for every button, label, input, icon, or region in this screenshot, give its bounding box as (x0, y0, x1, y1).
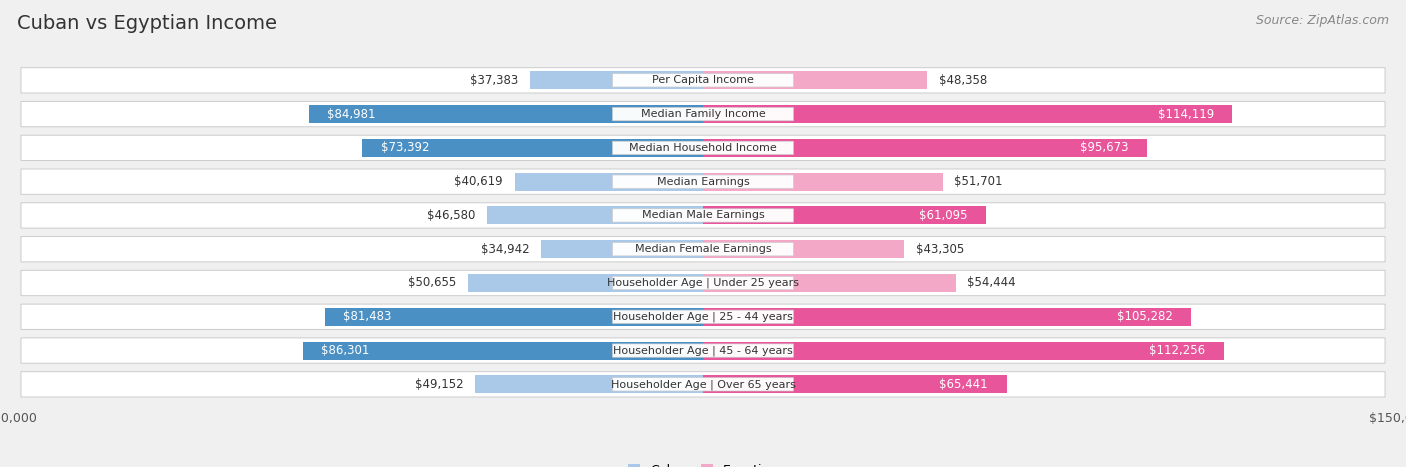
FancyBboxPatch shape (613, 175, 793, 188)
FancyBboxPatch shape (21, 270, 1385, 296)
FancyBboxPatch shape (21, 101, 1385, 127)
Text: Median Household Income: Median Household Income (628, 143, 778, 153)
Bar (703, 240, 904, 258)
Text: Householder Age | 25 - 44 years: Householder Age | 25 - 44 years (613, 311, 793, 322)
Legend: Cuban, Egyptian: Cuban, Egyptian (628, 464, 778, 467)
Bar (309, 105, 703, 123)
Text: $43,305: $43,305 (915, 243, 963, 256)
Text: $95,673: $95,673 (1080, 142, 1129, 155)
Text: $114,119: $114,119 (1157, 107, 1213, 120)
Text: $84,981: $84,981 (328, 107, 375, 120)
Bar (530, 71, 703, 89)
Text: $86,301: $86,301 (321, 344, 370, 357)
Bar (703, 206, 987, 225)
Text: $81,483: $81,483 (343, 310, 392, 323)
FancyBboxPatch shape (613, 141, 793, 155)
FancyBboxPatch shape (21, 372, 1385, 397)
FancyBboxPatch shape (613, 276, 793, 290)
Bar (703, 71, 928, 89)
Text: $50,655: $50,655 (408, 276, 457, 290)
Text: $34,942: $34,942 (481, 243, 529, 256)
Bar (703, 105, 1233, 123)
Bar (703, 274, 956, 292)
Text: $51,701: $51,701 (955, 175, 1002, 188)
Bar (703, 308, 1191, 326)
Text: Per Capita Income: Per Capita Income (652, 75, 754, 85)
Text: $65,441: $65,441 (939, 378, 988, 391)
Text: $49,152: $49,152 (415, 378, 464, 391)
Text: Median Earnings: Median Earnings (657, 177, 749, 187)
Bar (468, 274, 703, 292)
FancyBboxPatch shape (613, 107, 793, 121)
Text: $37,383: $37,383 (470, 74, 517, 87)
FancyBboxPatch shape (21, 135, 1385, 161)
Text: $48,358: $48,358 (939, 74, 987, 87)
Bar (475, 375, 703, 393)
FancyBboxPatch shape (613, 310, 793, 324)
FancyBboxPatch shape (21, 68, 1385, 93)
Text: $73,392: $73,392 (381, 142, 430, 155)
Text: Householder Age | Under 25 years: Householder Age | Under 25 years (607, 278, 799, 288)
FancyBboxPatch shape (613, 378, 793, 391)
Bar (703, 173, 943, 191)
Text: Median Family Income: Median Family Income (641, 109, 765, 119)
FancyBboxPatch shape (21, 169, 1385, 194)
FancyBboxPatch shape (613, 344, 793, 357)
Bar (486, 206, 703, 225)
Bar (703, 341, 1223, 360)
Text: Cuban vs Egyptian Income: Cuban vs Egyptian Income (17, 14, 277, 33)
Bar (541, 240, 703, 258)
Text: Householder Age | 45 - 64 years: Householder Age | 45 - 64 years (613, 345, 793, 356)
Text: $61,095: $61,095 (920, 209, 967, 222)
Bar (302, 341, 703, 360)
FancyBboxPatch shape (613, 242, 793, 256)
FancyBboxPatch shape (21, 203, 1385, 228)
Text: Median Female Earnings: Median Female Earnings (634, 244, 772, 254)
FancyBboxPatch shape (21, 304, 1385, 329)
Text: $54,444: $54,444 (967, 276, 1015, 290)
Text: $105,282: $105,282 (1116, 310, 1173, 323)
FancyBboxPatch shape (613, 74, 793, 87)
Text: $112,256: $112,256 (1149, 344, 1205, 357)
Bar (703, 375, 1007, 393)
Text: $46,580: $46,580 (427, 209, 475, 222)
Text: $40,619: $40,619 (454, 175, 503, 188)
Text: Source: ZipAtlas.com: Source: ZipAtlas.com (1256, 14, 1389, 27)
Bar (325, 308, 703, 326)
Text: Median Male Earnings: Median Male Earnings (641, 211, 765, 220)
Bar (703, 139, 1147, 157)
FancyBboxPatch shape (21, 338, 1385, 363)
Bar (515, 173, 703, 191)
Text: Householder Age | Over 65 years: Householder Age | Over 65 years (610, 379, 796, 389)
Bar (363, 139, 703, 157)
FancyBboxPatch shape (21, 237, 1385, 262)
FancyBboxPatch shape (613, 209, 793, 222)
